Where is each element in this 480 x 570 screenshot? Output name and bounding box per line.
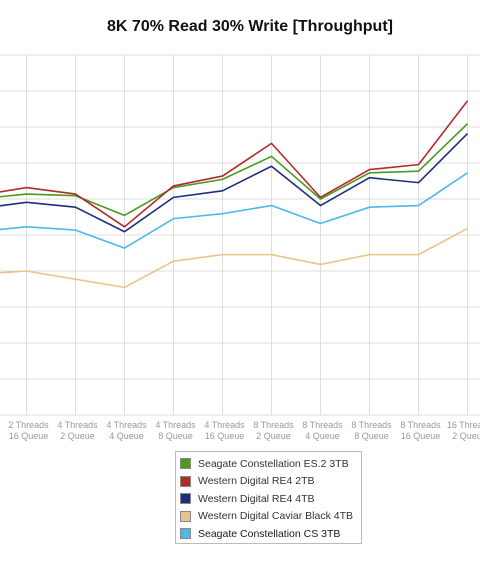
grid	[0, 54, 480, 416]
legend-swatch	[180, 475, 191, 487]
x-tick-label: 4 Queue	[305, 431, 340, 441]
legend-item: Western Digital Caviar Black 4TB	[180, 508, 361, 526]
series-line-1	[0, 100, 469, 228]
x-tick-label: 2 Queue	[60, 431, 95, 441]
x-tick-label: 16 Threads	[447, 420, 480, 430]
x-tick-label: 2 Queue	[256, 431, 291, 441]
x-tick-label: 4 Threads	[204, 420, 245, 430]
legend-label: Western Digital RE4 2TB	[198, 475, 315, 488]
x-tick-label: 8 Threads	[253, 420, 294, 430]
x-tick-label: 4 Queue	[109, 431, 144, 441]
legend-label: Western Digital Caviar Black 4TB	[198, 510, 354, 523]
legend-label: Seagate Constellation CS 3TB	[198, 527, 341, 540]
x-tick-label: 2 Threads	[8, 420, 49, 430]
x-tick-label: 8 Queue	[158, 431, 193, 441]
x-tick-label: 4 Threads	[155, 420, 196, 430]
legend-swatch	[180, 458, 191, 470]
legend-item: Seagate Constellation ES.2 3TB	[180, 455, 361, 473]
x-tick-label: 16 Queue	[9, 431, 49, 441]
legend-swatch	[180, 510, 191, 522]
series-line-2	[0, 132, 469, 233]
x-tick-label: 8 Threads	[400, 420, 441, 430]
series-line-4	[0, 172, 468, 249]
chart-title: 8K 70% Read 30% Write [Throughput]	[107, 18, 393, 35]
x-tick-label: 4 Threads	[106, 420, 147, 430]
series-line-3	[0, 227, 468, 289]
legend-item: Seagate Constellation CS 3TB	[180, 525, 361, 543]
legend: Seagate Constellation ES.2 3TB Western Di…	[175, 451, 362, 544]
x-tick-label: 2 Queue	[452, 431, 480, 441]
legend-swatch	[180, 528, 191, 540]
x-tick-label: 16 Queue	[401, 431, 441, 441]
x-tick-label: 8 Queue	[354, 431, 389, 441]
x-tick-label: 4 Threads	[57, 420, 98, 430]
series-line-0	[0, 123, 469, 217]
legend-label: Seagate Constellation ES.2 3TB	[198, 457, 349, 470]
x-tick-label: 8 Threads	[302, 420, 343, 430]
legend-item: Western Digital RE4 2TB	[180, 473, 361, 491]
series-lines	[0, 100, 469, 289]
x-tick-label: 8 Threads	[351, 420, 392, 430]
legend-item: Western Digital RE4 4TB	[180, 490, 361, 508]
legend-swatch	[180, 493, 191, 505]
x-tick-label: 16 Queue	[205, 431, 245, 441]
legend-label: Western Digital RE4 4TB	[198, 492, 315, 505]
